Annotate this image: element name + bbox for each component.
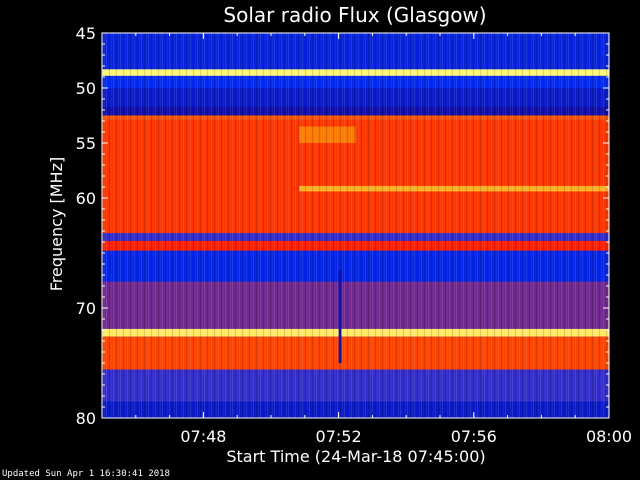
x-tick-label: 07:56 bbox=[451, 427, 497, 446]
x-axis-label: Start Time (24-Mar-18 07:45:00) bbox=[226, 447, 485, 466]
plot-texture bbox=[102, 33, 609, 418]
chart-title: Solar radio Flux (Glasgow) bbox=[223, 3, 486, 27]
y-tick-label: 60 bbox=[76, 189, 96, 208]
plot-area bbox=[101, 32, 610, 419]
x-axis-ticks: 07:48 07:52 07:56 08:00 bbox=[101, 33, 632, 446]
y-tick-label: 70 bbox=[76, 299, 96, 318]
y-axis-label: Frequency [MHz] bbox=[47, 157, 66, 291]
x-tick-label: 07:52 bbox=[316, 427, 362, 446]
y-tick-label: 80 bbox=[76, 409, 96, 428]
plot-frame bbox=[101, 32, 610, 419]
updated-timestamp: Updated Sun Apr 1 16:30:41 2018 bbox=[2, 469, 170, 479]
y-tick-label: 55 bbox=[76, 134, 96, 153]
x-tick-label: 08:00 bbox=[586, 427, 632, 446]
y-tick-label: 50 bbox=[76, 79, 96, 98]
x-tick-label: 07:48 bbox=[180, 427, 226, 446]
y-tick-label: 45 bbox=[76, 24, 96, 43]
y-axis-ticks: 45 50 55 60 70 80 bbox=[76, 24, 609, 428]
